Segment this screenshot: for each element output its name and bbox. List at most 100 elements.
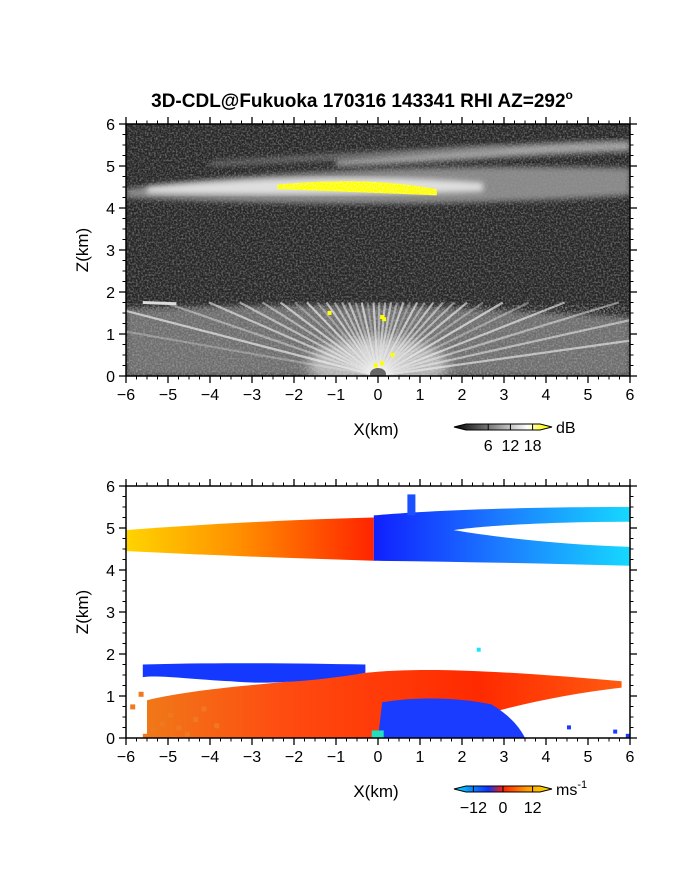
scatter-pixel [214,723,220,729]
radar-site-velocity [371,730,384,738]
x-tick-label: −2 [285,387,303,404]
velocity-heatmap [126,486,630,738]
lower-layer-east-core [378,698,525,738]
colorbar-tick-label: 18 [524,438,542,455]
scatter-pixel [142,733,148,738]
saturated-speck [390,352,395,357]
x-tick-label: 3 [500,749,509,766]
x-tick-label: −6 [117,749,135,766]
x-tick-label: −5 [159,749,177,766]
x-tick-label: −2 [285,749,303,766]
upper-layer-west [126,517,374,561]
scatter-pixel [193,717,199,722]
scatter-pixel [151,727,157,733]
x-tick-label: −6 [117,387,135,404]
saturated-speck [327,310,332,315]
y-tick-label: 2 [106,285,115,302]
upper-plume [407,494,416,516]
scatter-pixel-blue [567,725,571,730]
x-tick-label: 3 [500,387,509,404]
x-tick-label: 0 [374,749,383,766]
reflectivity-colorbar: 6 12 18 dB [453,420,576,455]
saturated-speck [380,361,385,366]
x-tick-label: 2 [458,387,467,404]
velocity-y-label: Z(km) [73,590,92,634]
scatter-pixel [201,706,207,712]
velocity-colorbar-label: ms-1 [556,779,587,799]
y-tick-label: 5 [106,521,115,538]
x-tick-label: −5 [159,387,177,404]
x-tick-label: −1 [327,749,345,766]
scatter-pixel [172,735,178,738]
x-tick-label: −4 [201,387,219,404]
reflectivity-heatmap [126,124,630,376]
x-tick-label: 4 [542,387,551,404]
y-tick-label: 4 [106,563,115,580]
velocity-y-axis: 0 1 2 3 4 5 6 [106,479,637,748]
upper-faint-streak [210,145,504,166]
y-tick-label: 3 [106,605,115,622]
colorbar-tick-label: 6 [484,438,493,455]
scatter-pixel [168,712,173,718]
reflectivity-colorbar-label: dB [556,420,576,437]
y-tick-label: 6 [106,117,115,134]
near-field-glow [308,338,448,376]
lower-layer-top-west [142,663,366,683]
x-tick-label: −3 [243,387,261,404]
velocity-x-label: X(km) [353,782,398,801]
scatter-pixel [159,721,165,727]
y-tick-label: 4 [106,201,115,218]
y-tick-label: 6 [106,479,115,496]
velocity-colorbar: −12 0 12 ms-1 [453,779,587,817]
x-tick-label: 4 [542,749,551,766]
y-tick-label: 5 [106,159,115,176]
scatter-pixel [130,704,136,710]
x-tick-label: −4 [201,749,219,766]
x-tick-label: 1 [416,749,425,766]
scatter-pixel [184,731,190,737]
reflectivity-colorbar-bar [453,423,553,431]
colorbar-tick-label: 12 [502,438,520,455]
x-tick-label: −1 [327,387,345,404]
reflectivity-x-axis: −6 −5 −4 −3 −2 −1 0 1 2 3 4 5 6 [117,117,635,404]
x-tick-label: 6 [626,749,635,766]
y-tick-label: 0 [106,369,115,386]
reflectivity-x-label: X(km) [353,420,398,439]
reflectivity-y-axis: 0 1 2 3 4 5 6 [106,117,637,386]
saturated-speck [380,315,385,320]
scatter-pixel-blue [625,733,630,738]
radar-site [370,368,386,376]
reflectivity-colorbar-ticks: 6 12 18 [484,424,542,455]
saturated-speck [382,317,387,322]
y-tick-label: 3 [106,243,115,260]
y-tick-label: 2 [106,647,115,664]
y-tick-label: 1 [106,327,115,344]
reflectivity-y-label: Z(km) [73,228,92,272]
layer-top-edge [142,301,177,306]
upper-right-streak [336,140,630,166]
isolated-pixel [476,647,481,652]
x-tick-label: 2 [458,749,467,766]
x-tick-label: 6 [626,387,635,404]
y-tick-label: 1 [106,689,115,706]
colorbar-tick-label: −12 [460,800,487,817]
saturated-speck [373,363,378,368]
upper-layer-east [373,507,630,566]
scatter-pixel [176,725,182,731]
scatter-pixel [138,691,144,697]
colorbar-tick-label: 0 [499,800,508,817]
colorbar-tick-label: 12 [524,800,542,817]
x-tick-label: 5 [584,749,593,766]
velocity-colorbar-ticks: −12 0 12 [460,786,542,817]
x-tick-label: 5 [584,387,593,404]
saturated-band-speckle [277,181,437,196]
x-tick-label: 0 [374,387,383,404]
y-tick-label: 0 [106,731,115,748]
chart-title: 3D-CDL@Fukuoka 170316 143341 RHI AZ=292o [151,88,573,112]
x-tick-label: 1 [416,387,425,404]
scatter-pixel-blue [613,729,618,734]
x-tick-label: −3 [243,749,261,766]
